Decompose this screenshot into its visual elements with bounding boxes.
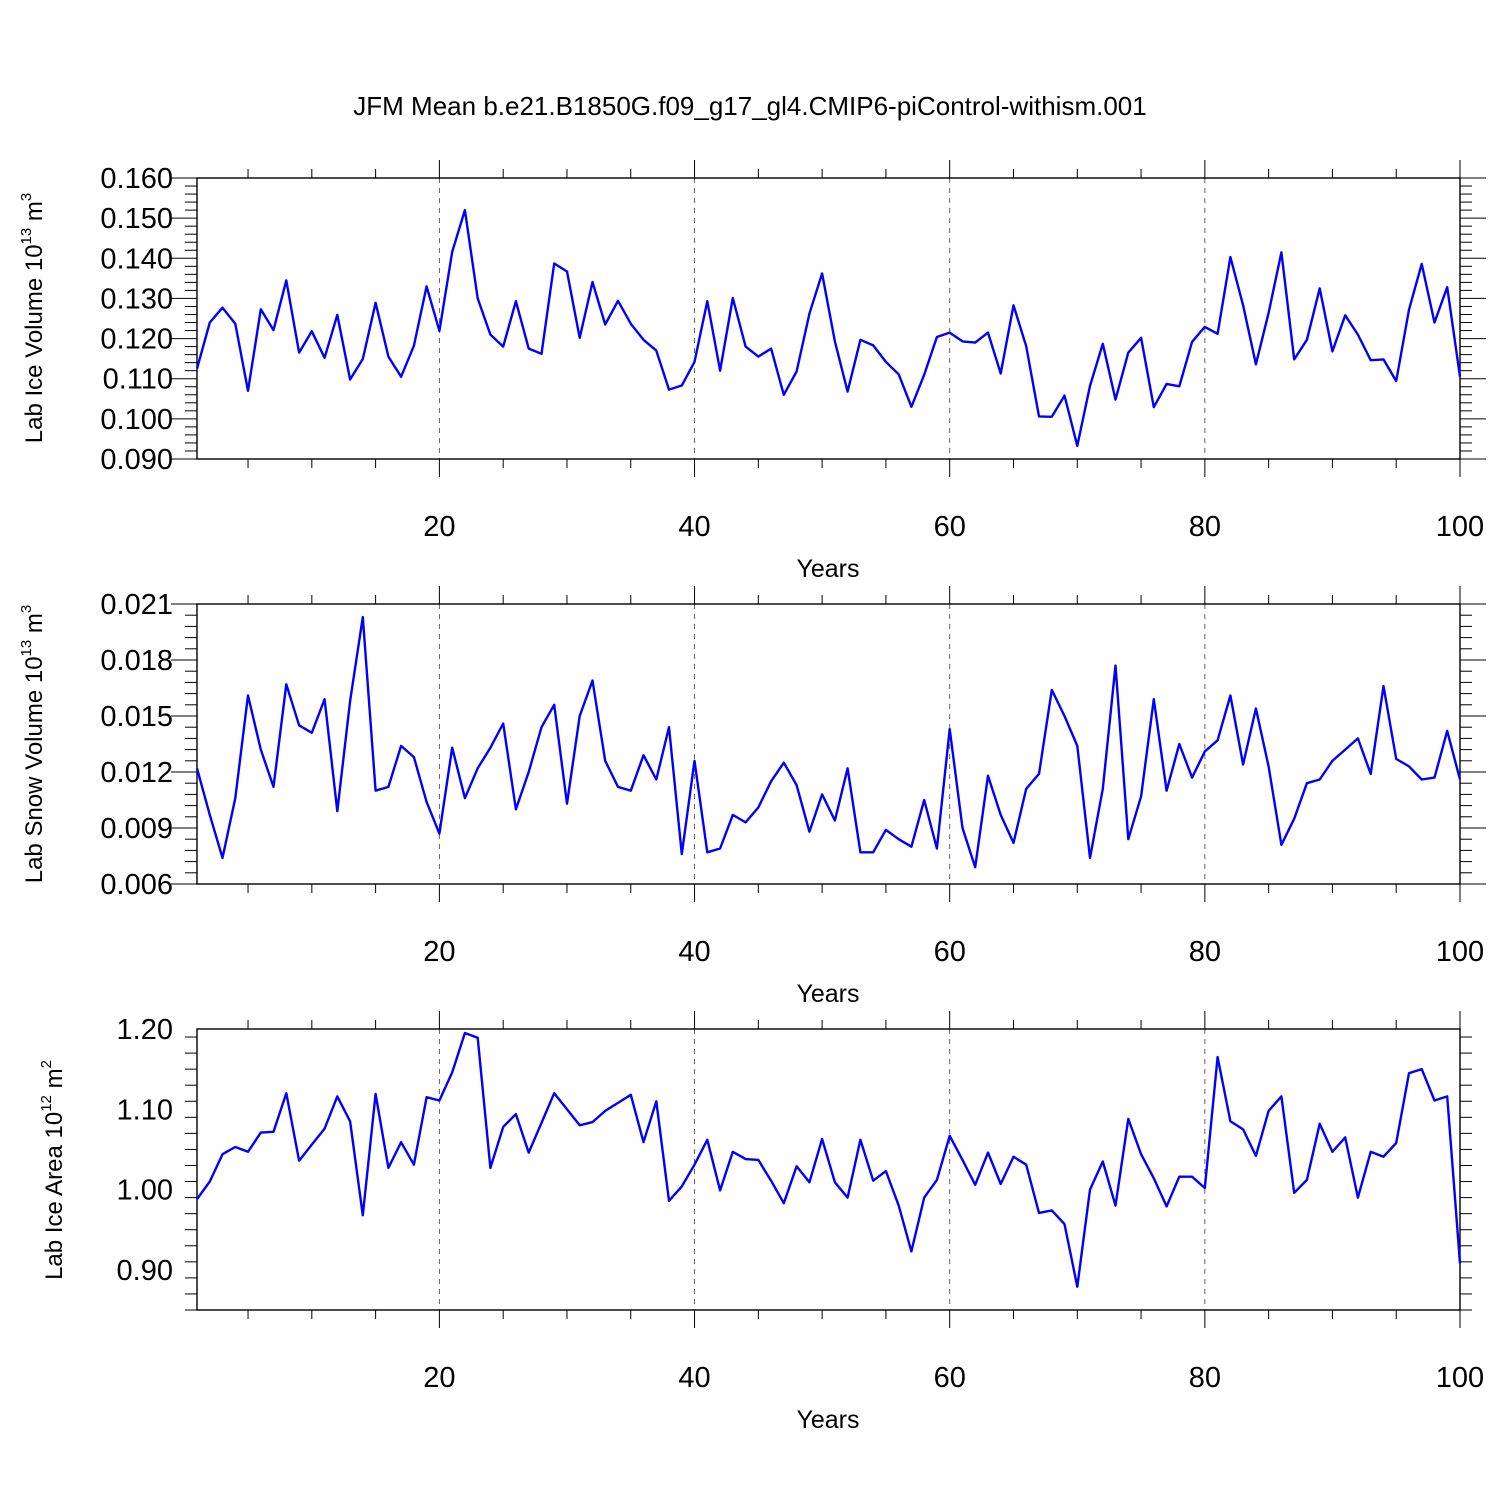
panel-1-ytick-label: 0.006 [100, 869, 173, 901]
panel-0-series-line [195, 208, 1462, 447]
panel-2-xtick-label: 100 [1436, 1362, 1484, 1394]
panel-0-xtick-label: 100 [1436, 511, 1484, 543]
panel-1-series-line [195, 615, 1462, 869]
chart-title: JFM Mean b.e21.B1850G.f09_g17_gl4.CMIP6-… [353, 91, 1146, 121]
panel-1-xtick-label: 40 [678, 936, 710, 968]
panel-2-marks: 20 40 60 80 100 0.90 1.00 1.10 1.20 [117, 1011, 1484, 1394]
panel-0-ytick-label: 0.090 [100, 444, 173, 476]
panel-2-series-line [196, 1031, 1462, 1288]
panel-0-ytick-label: 0.130 [100, 283, 173, 315]
panel-2-ytick-label: 1.00 [117, 1175, 173, 1207]
panel-1-ytick-label: 0.012 [100, 757, 173, 789]
panel-1-ytick-label: 0.015 [100, 701, 173, 733]
panel-0-ytick-label: 0.110 [103, 364, 173, 396]
panel-snow-volume: 20 40 60 80 100 0.006 0.009 0.012 0.015 0.018 0.02… [18, 586, 1486, 1008]
panel-0-frame [196, 177, 1461, 460]
panel-0-ytick-label: 0.140 [100, 243, 173, 275]
panel-ice-volume: 20 40 60 80 100 0.090 0.100 0.110 0.120 0.130 0.14… [18, 160, 1486, 583]
panel-1-xtick-label: 100 [1436, 936, 1484, 968]
panel-0-ylabel: Lab Ice Volume 1013 m3 [18, 193, 48, 444]
panel-0-xtick-label: 80 [1189, 511, 1221, 543]
panel-2-xtick-label: 20 [423, 1362, 455, 1394]
panel-1-xtick-label: 80 [1189, 936, 1221, 968]
panel-0-ytick-label: 0.120 [100, 324, 173, 356]
panel-0-xtick-label: 20 [423, 511, 455, 543]
panel-2-ytick-label: 1.20 [117, 1014, 173, 1046]
panel-0-xtick-label: 40 [678, 511, 710, 543]
panel-1-frame [196, 603, 1461, 885]
panel-0-xlabel: Years [796, 555, 859, 583]
panel-1-marks: 20 40 60 80 100 0.006 0.009 0.012 0.015 0.018 0.02… [100, 586, 1486, 968]
panel-2-xtick-label: 80 [1189, 1362, 1221, 1394]
panel-2-frame [196, 1028, 1461, 1311]
panel-0-xtick-label: 60 [934, 511, 966, 543]
panel-2-xlabel: Years [796, 1406, 859, 1434]
panel-2-xtick-label: 40 [678, 1362, 710, 1394]
panel-2-ylabel: Lab Ice Area 1012 m2 [38, 1060, 68, 1280]
panel-0-marks: 20 40 60 80 100 0.090 0.100 0.110 0.120 0.130 0.14… [100, 160, 1486, 543]
panel-ice-area: 20 40 60 80 100 0.90 1.00 1.10 1.20 Lab Ice Area… [38, 1011, 1484, 1434]
panel-0-ytick-label: 0.100 [100, 404, 173, 436]
panel-1-ytick-label: 0.009 [100, 813, 173, 845]
panel-1-xtick-label: 60 [934, 936, 966, 968]
panel-0-ytick-label: 0.160 [100, 163, 173, 195]
panel-1-ytick-label: 0.018 [100, 645, 173, 677]
panel-2-xtick-label: 60 [934, 1362, 966, 1394]
panel-2-ytick-label: 1.10 [117, 1094, 173, 1126]
panel-0-ytick-label: 0.150 [100, 203, 173, 235]
panel-1-ylabel: Lab Snow Volume 1013 m3 [18, 605, 48, 884]
panel-1-xlabel: Years [796, 980, 859, 1008]
panel-1-ytick-label: 0.021 [100, 589, 173, 621]
panel-1-xtick-label: 20 [423, 936, 455, 968]
panel-2-ytick-label: 0.90 [117, 1255, 173, 1287]
